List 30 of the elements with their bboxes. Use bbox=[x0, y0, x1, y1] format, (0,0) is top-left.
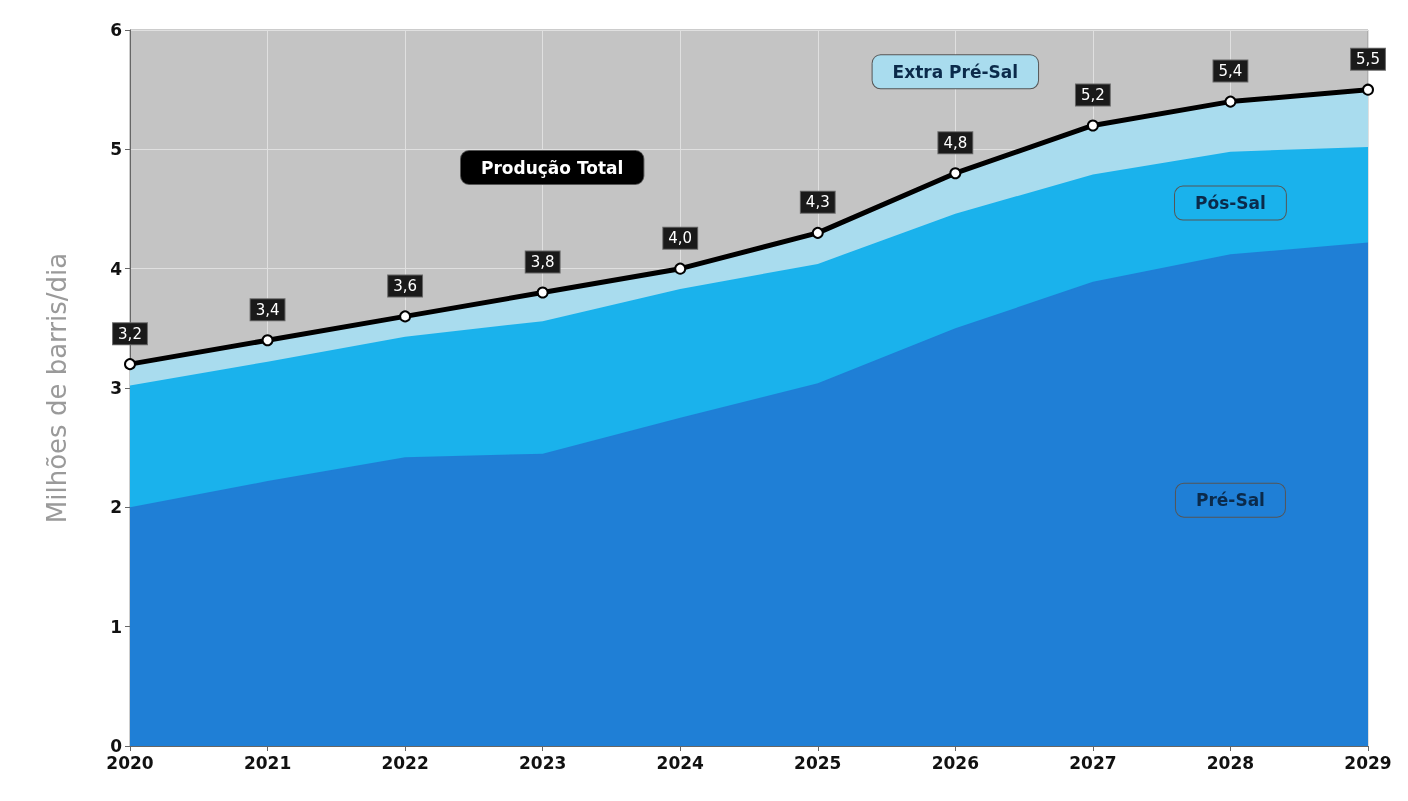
total-label: 3,4 bbox=[255, 300, 280, 319]
total-label: 4,8 bbox=[943, 133, 968, 152]
total-label: 5,4 bbox=[1218, 62, 1243, 81]
x-tick-label: 2024 bbox=[656, 752, 705, 773]
x-tick-label: 2026 bbox=[931, 752, 979, 773]
total-label: 4,0 bbox=[668, 229, 693, 248]
total-label: 3,2 bbox=[118, 324, 142, 343]
y-tick-label: 3 bbox=[110, 378, 122, 398]
x-tick-label: 2022 bbox=[381, 752, 429, 773]
x-tick-label: 2025 bbox=[794, 752, 842, 773]
x-tick-label: 2021 bbox=[243, 752, 292, 773]
x-tick-label: 2023 bbox=[519, 752, 567, 773]
text: Extra Pré-Sal bbox=[892, 61, 1019, 82]
annotation: Produção Total bbox=[481, 157, 624, 178]
y-tick-label: 5 bbox=[110, 139, 122, 160]
y-tick-label: 1 bbox=[110, 616, 122, 637]
x-tick-label: 2028 bbox=[1206, 752, 1255, 773]
total-label: 3,6 bbox=[393, 276, 418, 295]
series-label: Pós-Sal bbox=[1195, 193, 1266, 214]
y-axis-title: Milhões de barris/dia bbox=[42, 252, 72, 524]
series-label: Pré-Sal bbox=[1195, 490, 1265, 511]
total-label: 5,2 bbox=[1080, 85, 1105, 104]
x-tick-label: 2027 bbox=[1069, 752, 1117, 773]
x-tick-label: 2029 bbox=[1344, 752, 1392, 773]
total-label: 3,8 bbox=[530, 253, 555, 272]
total-label: 4,3 bbox=[805, 193, 830, 212]
y-tick-label: 4 bbox=[110, 258, 123, 279]
y-tick-label: 6 bbox=[110, 20, 122, 40]
total-label: 5,5 bbox=[1356, 50, 1380, 69]
y-tick-label: 2 bbox=[110, 497, 122, 518]
